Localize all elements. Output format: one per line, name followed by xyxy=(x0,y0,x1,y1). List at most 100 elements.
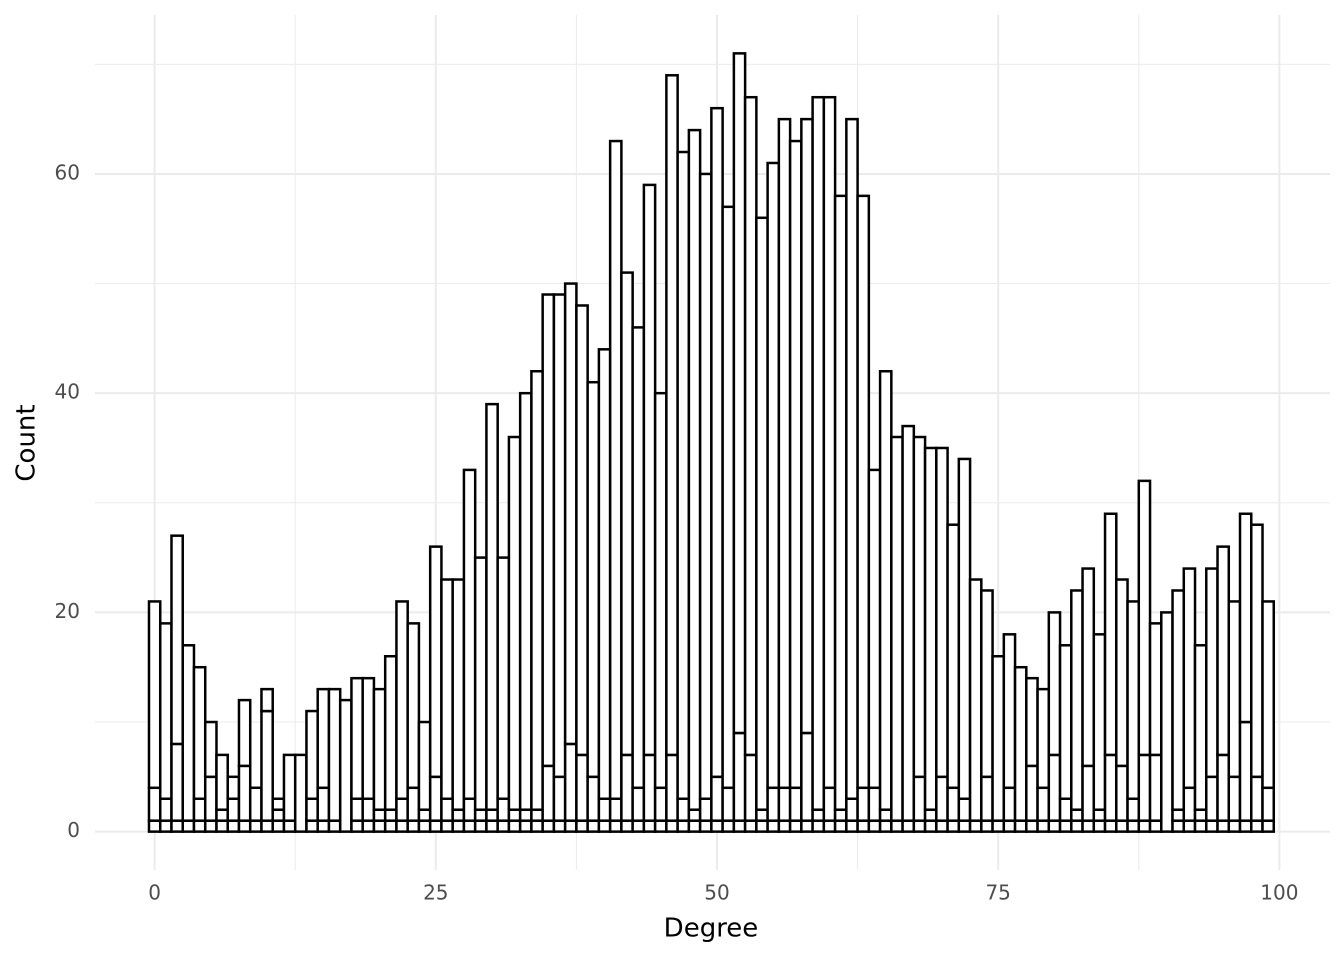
bar-segment xyxy=(203,720,218,779)
bar-segment xyxy=(1216,819,1231,833)
bar-segment xyxy=(935,819,949,833)
bar-segment xyxy=(755,808,769,822)
bar-segment xyxy=(575,753,589,822)
bar-segment xyxy=(901,819,916,833)
bar-segment xyxy=(271,797,286,811)
bar-segment xyxy=(1058,819,1073,833)
bar-segment xyxy=(338,698,353,833)
bar-segment xyxy=(878,808,893,822)
y-tick-label: 60 xyxy=(55,160,80,184)
bar-segment xyxy=(507,435,522,811)
bar-segment xyxy=(833,808,848,822)
bar-segment xyxy=(1002,786,1017,822)
bar-segment xyxy=(1148,622,1163,757)
bar-segment xyxy=(1036,819,1051,833)
bar-segment xyxy=(1171,589,1186,811)
bar-segment xyxy=(1025,819,1039,833)
bar-segment xyxy=(1025,764,1039,822)
bar-segment xyxy=(946,523,961,790)
bar-segment xyxy=(822,819,837,833)
bar-segment xyxy=(620,271,634,757)
bar-segment xyxy=(215,819,229,833)
x-tick-label: 100 xyxy=(1260,881,1298,905)
bar-segment xyxy=(901,424,916,822)
bar-segment xyxy=(271,819,286,833)
bar-segment xyxy=(935,446,949,779)
bar-segment xyxy=(1103,819,1118,833)
bar-segment xyxy=(890,819,904,833)
bar-segment xyxy=(305,819,319,833)
bar-segment xyxy=(282,753,297,822)
bar-segment xyxy=(1047,819,1062,833)
bar-segment xyxy=(1047,753,1062,822)
bar-segment xyxy=(1126,797,1141,822)
bar-segment xyxy=(406,819,421,833)
bar-segment xyxy=(698,172,713,800)
bar-segment xyxy=(1137,753,1152,822)
bar-segment xyxy=(440,578,454,800)
bar-segment xyxy=(563,819,578,833)
bar-segment xyxy=(473,556,488,811)
bar-segment xyxy=(485,402,499,811)
bar-segment xyxy=(563,742,578,822)
bar-segment xyxy=(845,819,859,833)
bar-segment xyxy=(912,819,927,833)
bar-segment xyxy=(946,786,961,822)
bar-segment xyxy=(878,370,893,811)
bar-segment xyxy=(248,819,263,833)
bar-segment xyxy=(383,655,398,811)
bar-segment xyxy=(260,687,274,713)
x-tick-label: 0 xyxy=(148,881,161,905)
bar-segment xyxy=(1227,819,1242,833)
bar-segment xyxy=(732,731,747,822)
bar-segment xyxy=(980,775,994,822)
bar-segment xyxy=(1036,687,1051,790)
bar-segment xyxy=(1013,819,1028,833)
bar-segment xyxy=(293,753,308,833)
bar-segment xyxy=(1238,720,1253,822)
bar-segment xyxy=(856,819,871,833)
bar-segment xyxy=(327,687,342,822)
bar-segment xyxy=(215,753,229,811)
bar-segment xyxy=(732,52,747,735)
bar-segment xyxy=(350,797,364,822)
bar-segment xyxy=(417,720,432,811)
bar-segment xyxy=(631,819,646,833)
bar-segment xyxy=(608,819,623,833)
y-tick-label: 20 xyxy=(55,599,80,623)
bar-segment xyxy=(923,446,938,811)
bar-segment xyxy=(451,819,466,833)
bar-segment xyxy=(1081,567,1096,768)
bar-segment xyxy=(518,808,533,822)
bar-segment xyxy=(957,457,972,800)
bar-segment xyxy=(946,819,961,833)
bar-segment xyxy=(395,797,409,822)
bar-segment xyxy=(226,819,241,833)
bar-segment xyxy=(260,709,274,822)
bar-segment xyxy=(451,808,466,822)
bar-segment xyxy=(530,808,544,822)
bar-segment xyxy=(631,786,646,822)
bar-segment xyxy=(406,622,421,790)
bar-segment xyxy=(710,106,724,779)
bar-segment xyxy=(181,819,196,833)
bar-segment xyxy=(1171,808,1186,822)
bar-segment xyxy=(226,775,241,800)
bar-segment xyxy=(305,797,319,822)
bar-segment xyxy=(1148,819,1163,833)
bar-segment xyxy=(1193,808,1208,822)
bar-segment xyxy=(271,808,286,822)
bar-segment xyxy=(755,819,769,833)
bar-segment xyxy=(1058,797,1073,822)
bar-segment xyxy=(620,753,634,822)
bar-segment xyxy=(350,676,364,801)
bar-segment xyxy=(1250,775,1264,822)
bar-segment xyxy=(743,95,758,757)
bar-segment xyxy=(1092,633,1107,811)
bar-segment xyxy=(440,819,454,833)
bar-segment xyxy=(912,435,927,779)
bar-segment xyxy=(788,786,803,822)
bar-segment xyxy=(530,819,544,833)
bar-segment xyxy=(687,808,702,822)
bar-segment xyxy=(440,797,454,822)
